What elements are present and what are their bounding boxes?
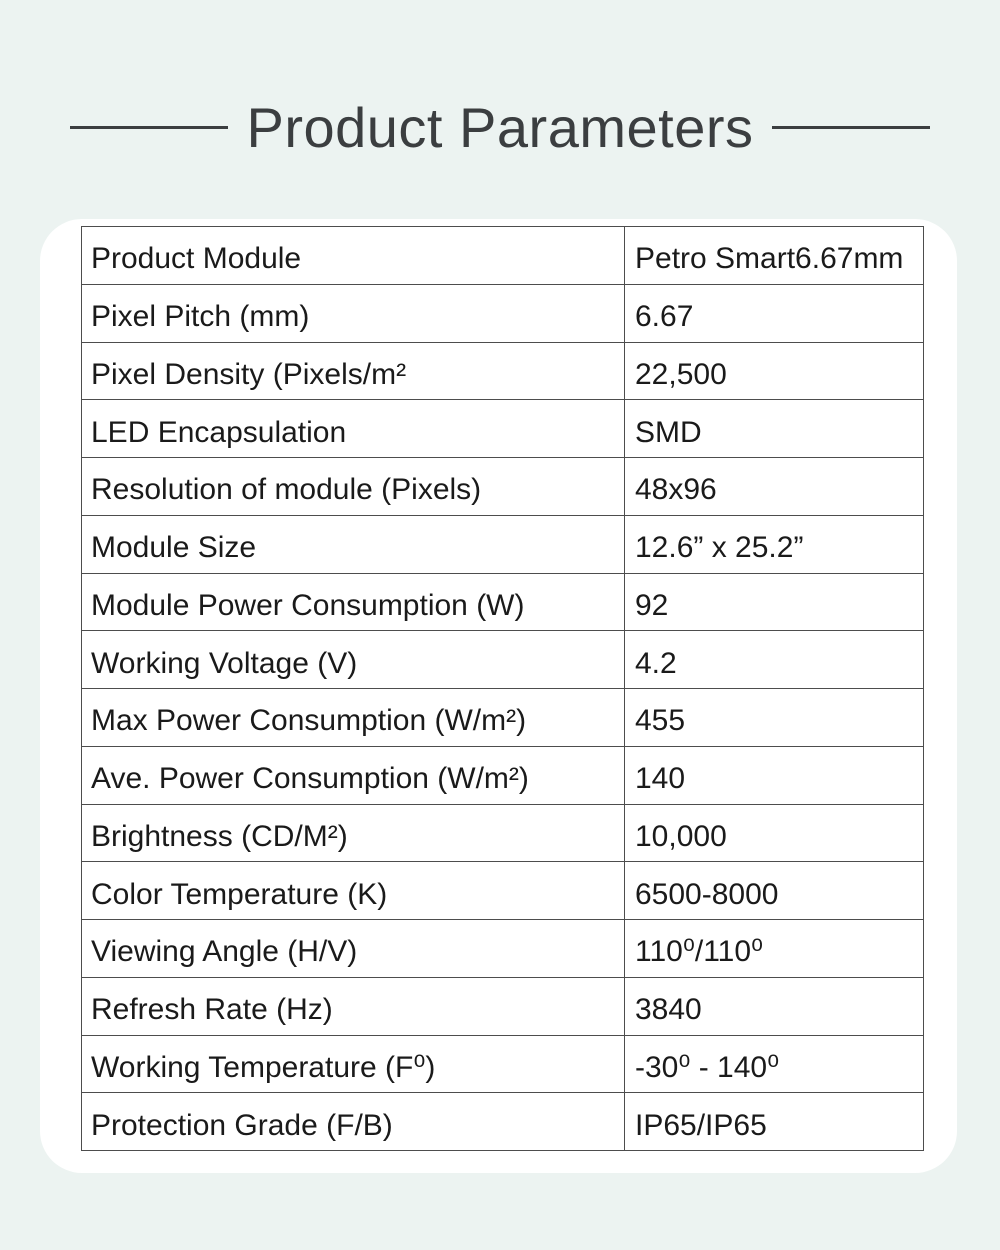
param-label: Pixel Pitch (mm) (81, 283, 625, 343)
param-value: 3840 (624, 976, 924, 1036)
param-value: 12.6” x 25.2” (624, 514, 924, 574)
table-row: Color Temperature (K) 6500-8000 (81, 861, 924, 920)
param-label: Working Voltage (V) (81, 630, 625, 689)
table-row: LED Encapsulation SMD (81, 399, 924, 458)
param-value: 455 (624, 688, 924, 747)
table-row: Max Power Consumption (W/m²) 455 (81, 688, 924, 747)
param-label: Refresh Rate (Hz) (81, 976, 625, 1036)
table-row: Ave. Power Consumption (W/m²) 140 (81, 745, 924, 805)
table-row: Working Temperature (F⁰) -30⁰ - 140⁰ (81, 1034, 924, 1094)
table-row: Pixel Pitch (mm) 6.67 (81, 283, 924, 343)
page-title: Product Parameters (246, 95, 754, 159)
param-value: 6.67 (624, 283, 924, 343)
param-label: Max Power Consumption (W/m²) (81, 688, 625, 747)
table-row: Working Voltage (V) 4.2 (81, 630, 924, 689)
param-value: Petro Smart6.67mm (624, 226, 924, 285)
param-value: 10,000 (624, 803, 924, 863)
param-value: SMD (624, 399, 924, 458)
page-header: Product Parameters (0, 95, 1000, 159)
param-value: 4.2 (624, 630, 924, 689)
param-label: Resolution of module (Pixels) (81, 457, 625, 516)
param-value: IP65/IP65 (624, 1092, 924, 1151)
param-label: Ave. Power Consumption (W/m²) (81, 745, 625, 805)
param-value: -30⁰ - 140⁰ (624, 1034, 924, 1094)
param-label: Pixel Density (Pixels/m² (81, 341, 625, 401)
table-row: Viewing Angle (H/V) 110⁰/110⁰ (81, 919, 924, 978)
param-label: Color Temperature (K) (81, 861, 625, 920)
table-row: Product Module Petro Smart6.67mm (81, 226, 924, 285)
title-rule-right (772, 125, 931, 129)
param-value: 110⁰/110⁰ (624, 919, 924, 978)
param-label: Module Power Consumption (W) (81, 572, 625, 632)
param-value: 6500-8000 (624, 861, 924, 920)
param-label: LED Encapsulation (81, 399, 625, 458)
param-label: Brightness (CD/M²) (81, 803, 625, 863)
product-parameters-table: Product Module Petro Smart6.67mm Pixel P… (81, 226, 924, 1151)
table-row: Pixel Density (Pixels/m² 22,500 (81, 341, 924, 401)
param-label: Product Module (81, 226, 625, 285)
table-row: Protection Grade (F/B) IP65/IP65 (81, 1092, 924, 1151)
param-label: Protection Grade (F/B) (81, 1092, 625, 1151)
param-label: Module Size (81, 514, 625, 574)
table-row: Brightness (CD/M²) 10,000 (81, 803, 924, 863)
param-value: 48x96 (624, 457, 924, 516)
table-row: Module Size 12.6” x 25.2” (81, 514, 924, 574)
param-label: Viewing Angle (H/V) (81, 919, 625, 978)
parameters-card: Product Module Petro Smart6.67mm Pixel P… (40, 219, 957, 1173)
param-value: 92 (624, 572, 924, 632)
table-row: Resolution of module (Pixels) 48x96 (81, 457, 924, 516)
title-rule-left (69, 125, 228, 129)
table-row: Module Power Consumption (W) 92 (81, 572, 924, 632)
param-label: Working Temperature (F⁰) (81, 1034, 625, 1094)
param-value: 140 (624, 745, 924, 805)
table-row: Refresh Rate (Hz) 3840 (81, 976, 924, 1036)
param-value: 22,500 (624, 341, 924, 401)
